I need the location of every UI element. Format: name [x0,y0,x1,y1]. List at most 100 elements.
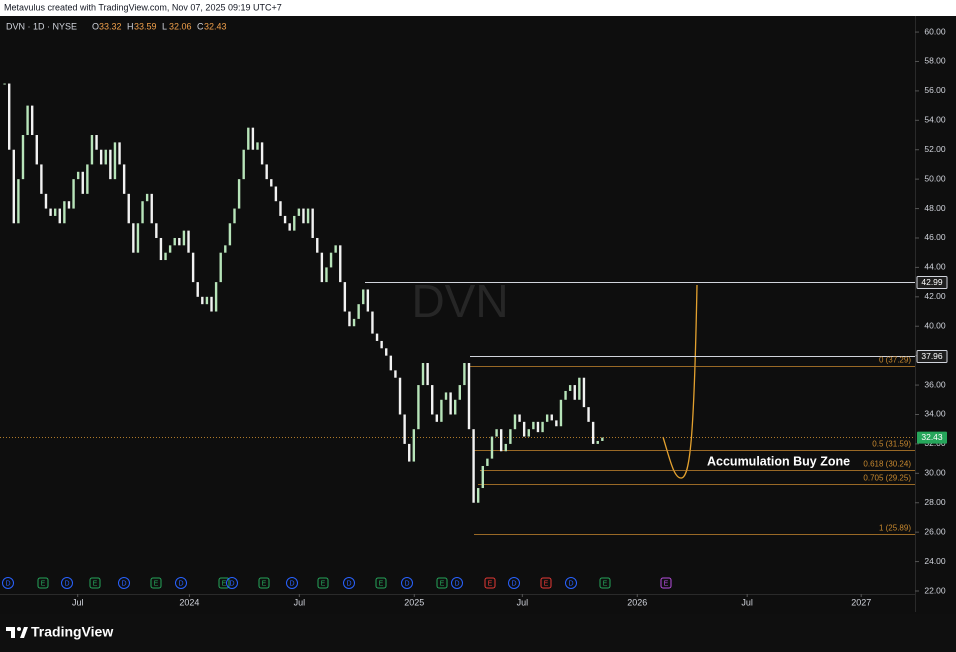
candle [283,215,287,224]
candle [159,237,163,261]
x-tick-label: 2027 [851,597,871,607]
earnings-marker [89,577,101,589]
candle [320,252,324,283]
candle [72,179,75,209]
dividend-marker [61,577,73,589]
candle [334,245,337,253]
candle [476,488,480,503]
candle [21,135,25,180]
y-tick-label: 30.00 [924,468,946,478]
candle [132,223,135,253]
earnings-marker [436,577,448,589]
candle [408,443,411,462]
candle [90,135,94,165]
candle [155,223,158,238]
event-label: D [568,580,573,587]
ohlc-key: H [127,21,134,31]
ohlc-value: 32.06 [169,21,192,31]
candle [578,377,581,400]
plot: O 33.32 H 33.59 L 32.06 C 32.4322.0024.0026.002… [0,21,948,607]
candle [251,127,255,150]
candle [366,289,370,312]
candle [63,201,66,224]
y-tick-label: 26.00 [924,526,946,536]
candle [532,421,535,430]
x-tick-label: 2025 [404,597,424,607]
candle [12,149,15,224]
y-tick-label: 58.00 [924,56,946,66]
candle [490,436,494,459]
y-tick-label: 40.00 [924,320,946,330]
dividend-marker [565,577,577,589]
event-label: D [5,580,10,587]
candle [454,399,457,415]
last-price-tag [917,431,947,444]
event-label: E [488,580,493,587]
candle [242,149,245,180]
event-label: D [454,580,459,587]
candle [559,399,563,427]
annotation: Accumulation Buy Zone [707,454,850,468]
event-label: E [664,580,669,587]
candle [201,296,204,305]
candle [26,105,29,136]
candle [371,311,374,334]
fib-label: 1 (25.89) [879,524,911,533]
candle [329,252,333,268]
header-bar [0,0,956,16]
candle [256,142,259,150]
candle [568,385,572,391]
candle [486,458,489,466]
candle [7,83,11,150]
candle [527,429,530,437]
candle [444,392,448,400]
candle [435,414,439,422]
earnings-marker [540,577,552,589]
dividend-marker [451,577,463,589]
earnings-marker [218,577,230,589]
event-label: E [379,580,384,587]
candle [481,465,484,489]
candle [270,179,273,187]
candle [113,142,117,180]
y-tick-label: 60.00 [924,26,946,36]
candle [394,370,397,378]
earnings-marker [150,577,162,589]
candle [104,149,107,165]
brand: TradingView [31,624,113,640]
candle [168,245,172,253]
candle [30,105,34,136]
last-price-label: 32.43 [921,432,943,442]
earnings-marker [484,577,496,589]
y-tick-label: 44.00 [924,262,946,272]
event-label: D [121,580,126,587]
event-label: E [544,580,549,587]
candle [109,149,112,180]
candle [325,267,328,283]
candle [545,414,549,422]
fib-label: 0.5 (31.59) [872,440,911,449]
candle [343,282,347,312]
y-tick-label: 48.00 [924,203,946,213]
candle [67,201,71,209]
price-tag [916,350,948,363]
event-label: E [440,580,445,587]
x-tick-label: Jul [294,597,306,607]
ohlc-value: 33.59 [134,21,157,31]
candle [550,414,553,421]
candle [196,282,199,297]
candle [311,208,314,238]
candle [564,390,567,400]
earnings-marker [37,577,49,589]
candle [95,135,98,150]
candle [426,363,429,386]
candle [522,421,526,437]
candle [495,429,498,437]
price-tag [916,276,948,289]
fib-label: 0.705 (29.25) [863,474,911,483]
ohlc-key: L [162,21,167,31]
logo-shape [20,627,28,638]
price-tag-label: 37.96 [921,351,943,361]
candle [127,193,130,224]
